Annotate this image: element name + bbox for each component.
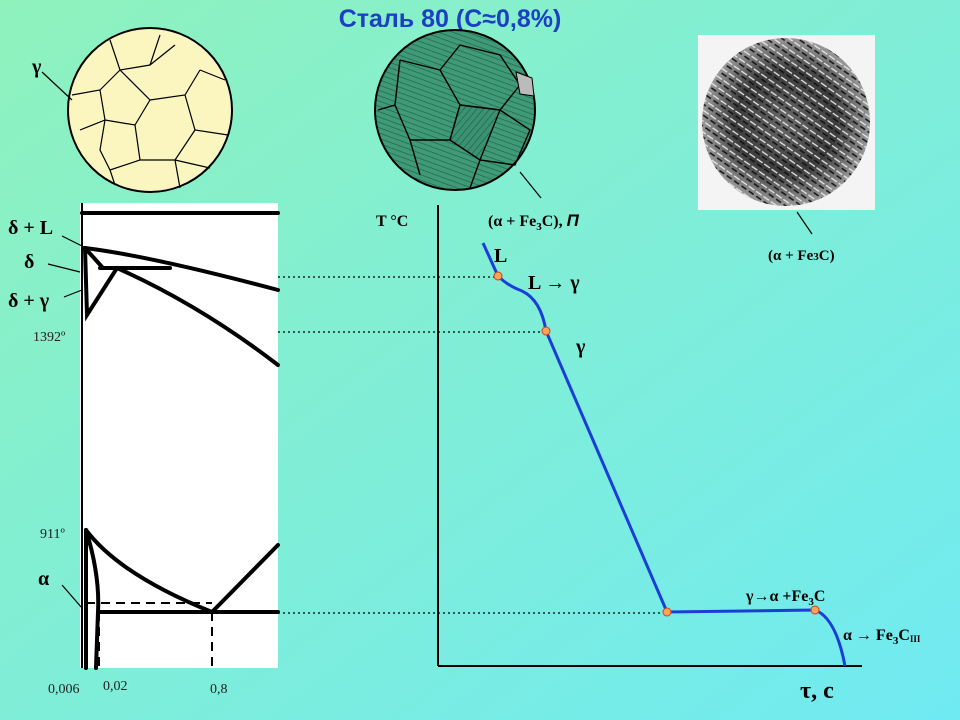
text-part: 3 — [536, 221, 542, 233]
region-label: δ — [24, 251, 34, 273]
text-part: C), — [542, 213, 567, 230]
cooling-curve: T °C τ, c L L → γ γ γ→α +Fe3C α → Fe3CII… — [376, 205, 921, 704]
region-label: δ + γ — [8, 290, 50, 312]
text-part: γ→α +Fe — [745, 588, 808, 605]
carbon-label: 0,006 — [48, 682, 80, 697]
photo-label: (α + Fe3C) — [768, 248, 835, 264]
carbon-label: 0,02 — [103, 679, 128, 694]
text-part: 3 — [813, 251, 819, 263]
phase-diagram: δ + L δ δ + γ α 1392º 911º 0,006 0,02 0,… — [8, 203, 280, 697]
text-part: III — [910, 634, 921, 644]
text-part: C) — [819, 248, 835, 264]
title: Сталь 80 (С≈0,8%) — [339, 5, 562, 33]
temperature-label: 1392º — [33, 330, 66, 345]
text-part: 3 — [808, 596, 814, 608]
photo-micrograph: (α + Fe3C) — [698, 35, 875, 264]
stage-label: L → γ — [528, 272, 580, 294]
carbon-label: 0,8 — [210, 682, 228, 697]
text-part: (α + Fe — [488, 213, 536, 230]
text-part: (α + Fe — [768, 248, 814, 264]
y-axis-label: T °C — [376, 213, 408, 230]
austenite-micrograph: γ — [31, 27, 233, 193]
region-label: δ + L — [8, 217, 53, 239]
text-part: C — [898, 627, 910, 644]
text-part: П — [567, 211, 580, 230]
pearlite-label: (α + Fe3C), П — [488, 211, 580, 233]
eutectoid-label: γ→α +Fe3C — [745, 588, 825, 608]
tertiary-label: α → Fe3CIII — [843, 627, 921, 647]
text-part: 3 — [893, 635, 899, 647]
text-part: α → Fe — [843, 627, 893, 644]
temperature-label: 911º — [40, 527, 65, 542]
x-axis-label: τ, c — [800, 678, 834, 704]
stage-label: L — [494, 245, 507, 267]
text-part: C — [814, 588, 826, 605]
stage-label: γ — [575, 336, 586, 358]
pearlite-micrograph: (α + Fe3C), П — [374, 29, 580, 233]
austenite-label: γ — [31, 56, 42, 78]
region-label: α — [38, 568, 49, 590]
